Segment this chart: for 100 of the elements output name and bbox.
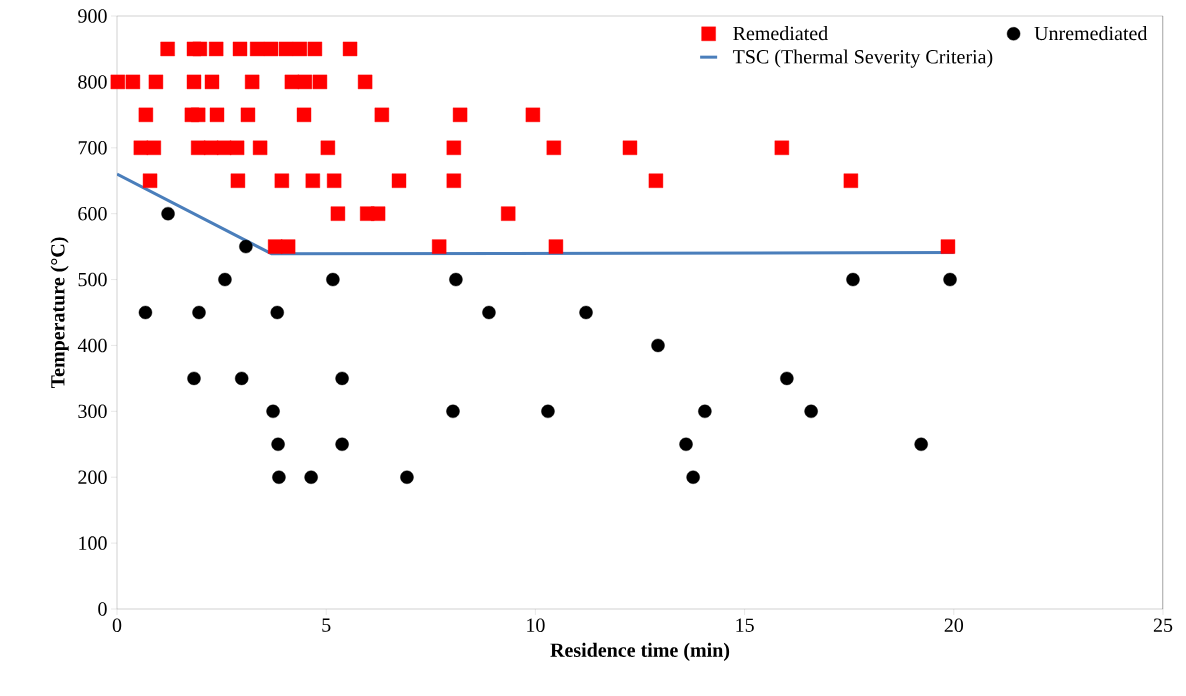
point: [142, 173, 158, 188]
point: [292, 41, 308, 57]
point: [846, 272, 860, 287]
point: [651, 338, 665, 353]
point: [579, 305, 593, 320]
point: [186, 74, 202, 90]
legend-label: Remediated: [733, 26, 828, 41]
point: [218, 272, 232, 287]
y-tick-label: 900: [78, 9, 107, 23]
point: [296, 107, 312, 123]
point: [686, 470, 700, 484]
point: [449, 272, 463, 287]
point: [239, 239, 253, 254]
point: [943, 272, 957, 287]
point: [234, 371, 249, 386]
point: [843, 173, 859, 188]
point: [940, 239, 956, 254]
point: [192, 305, 206, 320]
point: [192, 41, 208, 57]
point: [244, 74, 260, 90]
x-tick-label: 20: [944, 618, 964, 633]
point: [138, 305, 153, 320]
point: [914, 437, 928, 451]
point: [335, 437, 349, 451]
point: [271, 437, 285, 451]
point: [209, 107, 225, 123]
point: [125, 74, 141, 90]
y-tick-label: 800: [78, 75, 107, 89]
y-tick-label: 300: [78, 404, 107, 419]
point: [160, 41, 175, 57]
x-tick-label: 25: [1153, 618, 1173, 632]
y-tick-label: 700: [78, 141, 107, 155]
point: [622, 140, 638, 155]
point: [148, 74, 164, 90]
point: [272, 470, 286, 484]
point: [357, 74, 373, 90]
point: [190, 107, 206, 123]
point: [391, 173, 407, 188]
point: [330, 206, 346, 221]
point: [452, 107, 468, 123]
point: [541, 404, 555, 419]
point: [229, 140, 245, 155]
point: [648, 173, 664, 188]
x-tick-label: 10: [527, 618, 545, 633]
point: [146, 140, 162, 155]
point: [546, 140, 562, 155]
point: [204, 74, 220, 90]
point: [342, 41, 358, 57]
point: [446, 173, 462, 188]
point: [446, 140, 462, 155]
point: [548, 239, 564, 254]
y-tick-label: 100: [79, 536, 107, 550]
point: [525, 107, 541, 123]
y-tick-label: 600: [78, 206, 107, 221]
point: [374, 107, 390, 123]
point: [278, 41, 294, 57]
point: [774, 140, 790, 155]
point: [431, 239, 447, 254]
point: [400, 470, 414, 484]
point: [482, 305, 496, 320]
point: [804, 404, 818, 419]
y-tick-label: 500: [78, 272, 107, 287]
point: [335, 371, 349, 386]
point: [266, 404, 280, 419]
point: [249, 41, 265, 57]
legend-label: Unremediated: [1034, 26, 1148, 41]
point: [305, 173, 321, 188]
point: [230, 173, 246, 188]
point: [274, 173, 290, 188]
point: [698, 404, 712, 419]
point: [110, 74, 126, 90]
point: [263, 41, 279, 57]
y-axis-title: Temperature (°C): [50, 237, 69, 389]
x-axis-title: Residence time (min): [550, 642, 730, 661]
y-tick-label: 200: [78, 470, 107, 484]
point: [208, 41, 224, 57]
point: [780, 371, 794, 386]
point: [320, 140, 336, 155]
point: [307, 41, 323, 57]
x-tick-label: 0: [112, 618, 122, 633]
point: [232, 41, 248, 57]
point: [304, 470, 318, 484]
legend-label: TSC (Thermal Severity Criteria): [732, 49, 993, 68]
point: [297, 74, 313, 90]
point: [187, 371, 201, 386]
point: [679, 437, 693, 451]
point: [446, 404, 460, 419]
point: [326, 173, 342, 188]
point: [240, 107, 256, 123]
point: [270, 305, 284, 320]
point: [370, 206, 386, 221]
point: [161, 206, 175, 221]
y-tick-label: 0: [98, 602, 107, 616]
x-tick-label: 15: [736, 618, 754, 632]
point: [138, 107, 154, 123]
point: [326, 272, 340, 287]
point: [280, 239, 296, 254]
point: [312, 74, 328, 90]
x-tick-label: 5: [322, 618, 331, 632]
y-tick-label: 400: [77, 338, 107, 353]
